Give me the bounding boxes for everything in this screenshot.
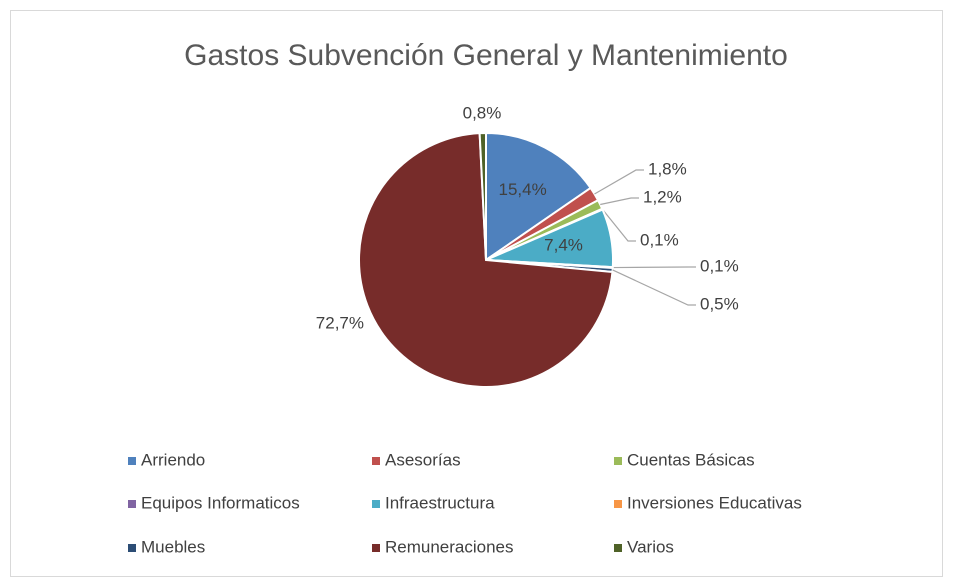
legend-swatch [614,500,622,508]
pie-slice [358,132,614,388]
data-label: 0,1% [640,230,679,249]
data-label: 0,5% [700,294,739,313]
legend-label: Cuentas Básicas [627,450,755,469]
legend-label: Infraestructura [385,493,495,512]
legend-swatch [372,500,380,508]
leader-line [594,169,644,195]
data-label: 0,8% [463,103,502,122]
leader-line [600,197,639,206]
chart-title: Gastos Subvención General y Mantenimient… [184,39,788,72]
legend-swatch [614,457,622,465]
legend-swatch [372,457,380,465]
legend-label: Asesorías [385,450,461,469]
legend-swatch [372,544,380,552]
legend-swatch [128,544,136,552]
pie-slice [485,131,592,262]
legend-swatch [614,544,622,552]
leader-line [601,208,636,242]
data-label: 1,2% [643,187,682,206]
legend-swatch [128,457,136,465]
leader-line [612,266,696,269]
pie-slice [478,131,487,261]
data-label: 0,1% [700,256,739,275]
legend-label: Muebles [141,537,205,556]
legend-label: Remuneraciones [385,537,514,556]
legend-label: Equipos Informaticos [141,493,300,512]
data-label: 15,4% [499,180,547,199]
leader-line [612,269,696,306]
data-label: 7,4% [544,236,583,255]
data-label: 72,7% [316,313,364,332]
data-label: 1,8% [648,159,687,178]
legend-label: Arriendo [141,450,205,469]
legend-label: Inversiones Educativas [627,493,802,512]
legend-label: Varios [627,537,674,556]
legend-swatch [128,500,136,508]
